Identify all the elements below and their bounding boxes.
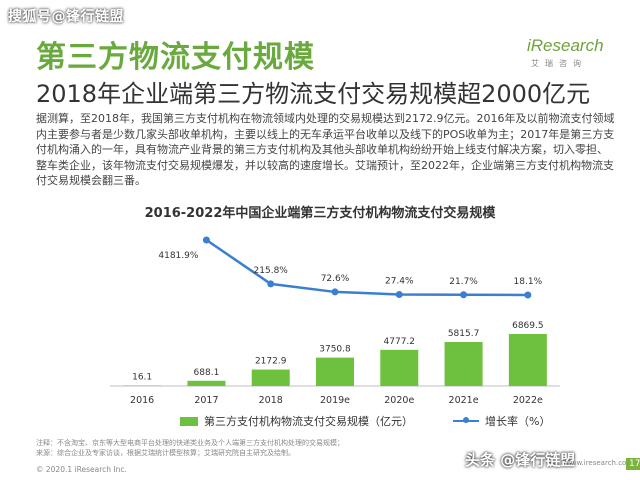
x-tick-2022e: 2022e [513,395,543,406]
growth-label-2018: 215.8% [254,266,289,276]
page-subtitle: 2018年企业端第三方物流支付交易规模超2000亿元 [36,80,591,108]
x-tick-2017: 2017 [194,395,218,406]
iresearch-logo: iResearch 艾瑞咨询 [527,36,607,70]
x-tick-2016: 2016 [130,395,154,406]
footer-url: www.iresearch.com.cn [565,459,640,467]
chart-title: 2016-2022年中国企业端第三方支付机构物流支付交易规模 [144,206,496,221]
bar-label-2017: 688.1 [194,368,220,378]
page-number: 17 [626,458,640,470]
bar-2019e [316,357,354,386]
body-paragraph: 据测算，至2018年，我国第三方支付机构在物流领域内处理的交易规模达到2172.… [36,112,615,187]
growth-point-2020e [395,290,403,298]
x-tick-2021e: 2021e [449,395,479,406]
growth-line [205,238,528,297]
note-line-2: 来源：综合企业及专家访谈，根据艾瑞统计模型核算；艾瑞研究院自主研究及绘制。 [36,449,295,457]
bar-2021e [444,341,483,386]
growth-label-2022e: 18.1% [514,277,543,287]
growth-point-2022e [524,291,532,299]
x-tick-2020e: 2020e [384,395,414,406]
footer-watermark: 头条 @锋行链盟 [465,451,576,469]
logo-text: iResearch [527,36,604,55]
growth-point-2019e [331,288,339,296]
logo-subtext: 艾瑞咨询 [531,59,587,68]
growth-point-2021e [460,291,468,299]
legend-bar-swatch [180,416,198,426]
bar-2022e [508,334,547,386]
bar-2017 [187,380,226,386]
chart-notes: 注释：不含淘宝、京东等大型电商平台处理的快递类业务及个人端第三方支付机构处理的交… [36,438,556,458]
growth-point-2017 [202,236,210,244]
bar-label-2020e: 4777.2 [384,337,416,347]
bar-2018 [251,369,290,386]
note-line-1: 注释：不含淘宝、京东等大型电商平台处理的快递类业务及个人端第三方支付机构处理的交… [36,439,344,447]
legend-line-swatch [453,417,479,423]
chart-legend: 第三方支付机构物流支付交易规模（亿元） 增长率（%） [180,413,550,429]
growth-label-2021e: 21.7% [449,277,478,287]
x-tick-2019e: 2019e [320,395,350,406]
watermark-top: 搜狐号@锋行链盟 [8,9,124,25]
bar-2020e [380,349,419,386]
bar-label-2018: 2172.9 [255,357,287,367]
legend-line-label: 增长率（%） [485,415,551,428]
bar-label-2016: 16.1 [132,373,152,383]
x-tick-2018: 2018 [259,395,283,406]
bar-label-2019e: 3750.8 [319,345,351,355]
growth-point-2018 [267,280,275,288]
bar-label-2022e: 6869.5 [512,321,544,331]
bar-label-2021e: 5815.7 [448,329,480,339]
footer-copyright: © 2020.1 iResearch Inc. [36,465,127,474]
bar-2016 [123,385,162,386]
growth-label-2019e: 72.6% [321,274,350,284]
growth-label-2020e: 27.4% [385,276,414,286]
growth-label-2017: 4181.9% [158,251,198,261]
page-title: 第三方物流支付规模 [36,40,315,75]
legend-bar-label: 第三方支付机构物流支付交易规模（亿元） [204,415,413,428]
